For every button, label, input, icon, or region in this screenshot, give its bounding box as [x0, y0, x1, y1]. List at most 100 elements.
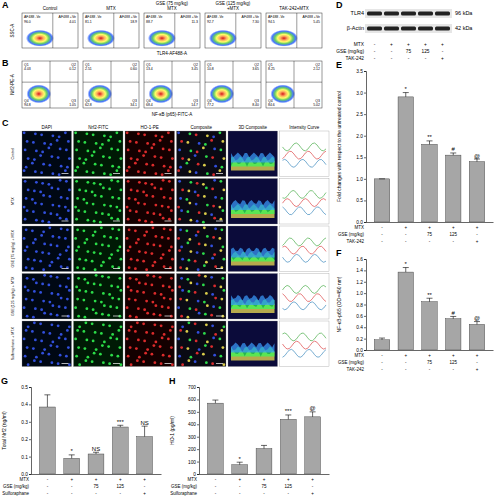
cell-spot: [144, 352, 147, 355]
cell-spot: [220, 166, 223, 169]
intensity-line: [283, 151, 327, 159]
cell-spot: [26, 246, 29, 249]
cell-spot: [181, 325, 184, 328]
quadrant-value: 2.51: [85, 67, 92, 71]
y-tick: 1.5: [356, 155, 366, 160]
cell-spot: [153, 261, 156, 264]
cell-spot: [57, 257, 60, 260]
bar: [208, 403, 224, 474]
cell-spot: [60, 333, 63, 336]
cell-spot: [35, 356, 38, 359]
cell-spot: [177, 237, 180, 240]
cell-spot: [102, 261, 105, 264]
cell-spot: [168, 355, 171, 358]
y-tick-mark: [29, 422, 31, 423]
scale-bar: [113, 316, 120, 317]
cell-spot: [58, 337, 61, 340]
cell-spot: [65, 149, 68, 152]
treatment-value: +: [407, 42, 410, 47]
cell-spot: [109, 135, 112, 138]
error-stem: [312, 412, 313, 417]
cell-spot: [154, 134, 157, 137]
density-cloud: [87, 85, 112, 104]
treatment-value: -: [312, 484, 314, 489]
cell-spot: [34, 238, 37, 241]
surface-3d: [231, 295, 275, 305]
treatment-value: +: [424, 42, 427, 47]
image-cell: [228, 131, 278, 177]
cell-spot: [168, 285, 171, 288]
cell-spot: [101, 275, 104, 278]
cell-spot: [42, 194, 45, 197]
cell-spot: [42, 230, 45, 233]
cell-spot: [100, 195, 103, 198]
treatment-value: +: [404, 225, 407, 230]
cell-spot: [64, 237, 67, 240]
gate-value: 92.7: [207, 20, 214, 24]
cell-spot: [50, 155, 53, 158]
image-cell: [280, 226, 330, 272]
cell-spot: [110, 179, 113, 182]
cell-spot: [33, 290, 36, 293]
cell-spot: [57, 362, 60, 365]
cell-spot: [179, 166, 182, 169]
cell-spot: [204, 275, 207, 278]
cell-spot: [163, 333, 166, 336]
cell-spot: [65, 285, 68, 288]
error-cap: [285, 414, 291, 415]
cell-spot: [214, 165, 217, 168]
cell-spot: [117, 166, 120, 169]
significance: ***: [285, 408, 293, 414]
cell-spot: [92, 203, 95, 206]
cell-spot: [160, 187, 163, 190]
cell-spot: [103, 235, 106, 238]
cell-spot: [59, 217, 62, 220]
bar: [280, 419, 296, 474]
cell-spot: [154, 304, 157, 307]
error-bar: [427, 141, 433, 144]
y-tick: 0.4: [21, 402, 31, 407]
cell-spot: [75, 218, 78, 221]
cell-spot: [218, 338, 221, 341]
cell-spot: [161, 305, 164, 308]
y-tick: 1.0: [356, 291, 366, 296]
cell-spot: [126, 206, 129, 209]
image-cell: [228, 226, 278, 272]
y-tick-mark: [364, 270, 366, 271]
cell-spot: [137, 170, 140, 173]
bar: [446, 155, 461, 222]
cell-spot: [95, 312, 98, 315]
treatment-value: -: [381, 239, 383, 244]
y-tick-mark: [364, 93, 366, 94]
cell-spot: [126, 237, 129, 240]
cell-spot: [117, 197, 120, 200]
y-tick-label: 1.5: [356, 155, 363, 160]
cell-spot: [211, 257, 214, 260]
treatment-value: -: [405, 232, 407, 237]
cell-spot: [94, 230, 97, 233]
bar: [446, 319, 461, 350]
cell-spot: [185, 299, 188, 302]
cell-spot: [145, 331, 148, 334]
y-tick-mark: [29, 439, 31, 440]
bar: [40, 407, 56, 474]
image-cell: [22, 179, 72, 225]
cell-spot: [202, 183, 205, 186]
cell-spot: [109, 305, 112, 308]
cell-spot: [68, 188, 71, 191]
scale-bar: [216, 221, 223, 222]
quadrant-line: [111, 61, 112, 108]
axis-title: NF-κB (p65)-FITC-A: [152, 112, 193, 117]
image-cell: [177, 131, 227, 177]
quadrant-line: [294, 61, 295, 108]
cell-spot: [196, 251, 199, 254]
treatment-value: -: [47, 484, 49, 489]
cell-spot: [93, 151, 96, 154]
treatment-value: 75: [427, 232, 433, 237]
cell-spot: [25, 228, 28, 231]
cell-spot: [94, 331, 97, 334]
cell-spot: [58, 305, 61, 308]
cell-spot: [218, 237, 221, 240]
cell-spot: [213, 148, 216, 151]
surface-3d: [231, 200, 275, 210]
